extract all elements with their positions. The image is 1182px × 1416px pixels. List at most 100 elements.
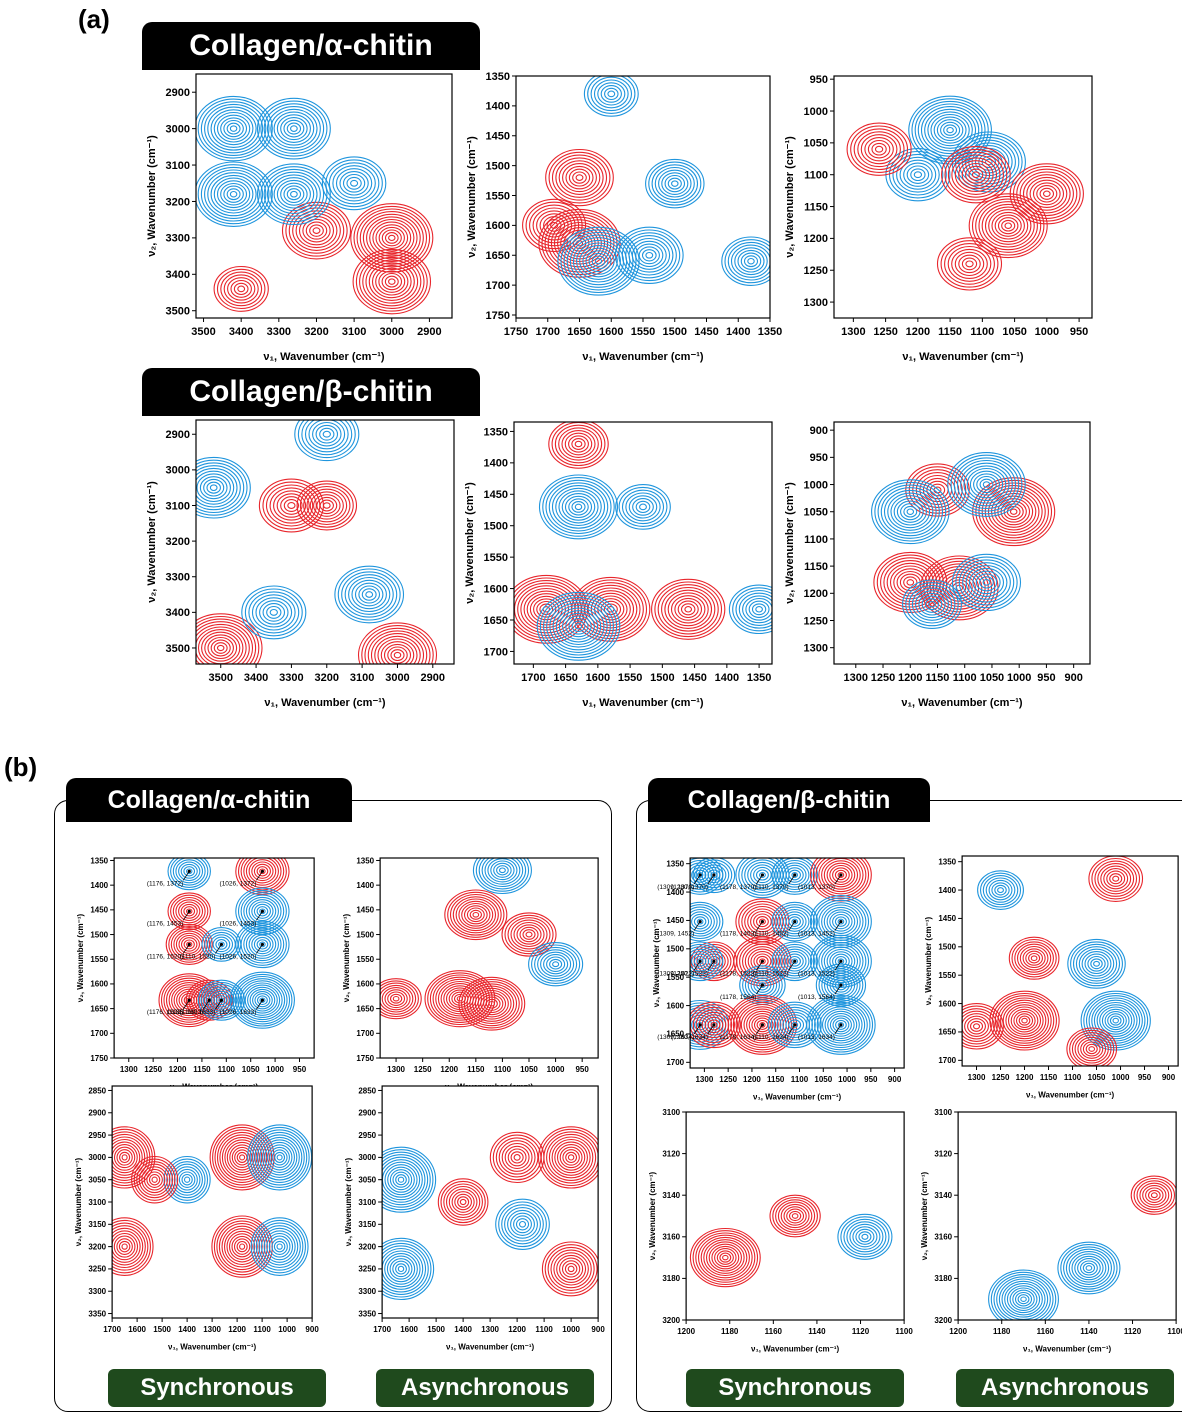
contour-line	[542, 477, 615, 537]
contour-line	[713, 1248, 737, 1268]
contour-line	[1018, 1015, 1031, 1026]
contour-line	[918, 592, 946, 616]
y-tick-label: 3160	[934, 1233, 952, 1242]
contour-line	[567, 1265, 575, 1273]
contour-line	[356, 208, 428, 268]
y-tick-label: 1400	[938, 886, 956, 895]
contour-line	[146, 1171, 163, 1188]
contour-line	[518, 1220, 526, 1228]
contour-line	[379, 984, 414, 1013]
contour-line	[544, 1244, 598, 1294]
contour-line	[254, 1131, 305, 1183]
contour-line	[969, 1020, 983, 1032]
contour-line	[831, 913, 850, 930]
plot-frame	[513, 421, 773, 665]
contour-line	[301, 420, 353, 456]
contour-line	[1078, 948, 1115, 979]
contour-line	[234, 975, 290, 1025]
contour-line	[451, 1191, 475, 1213]
y-tick-label: 1550	[356, 955, 374, 964]
x-tick-label: 1200	[949, 1327, 967, 1336]
contour-line	[437, 1178, 489, 1226]
contour-line	[621, 232, 677, 279]
contour-line	[966, 1018, 986, 1035]
contour-line	[971, 195, 1045, 256]
contour-line	[498, 1201, 547, 1248]
contour-line	[196, 467, 238, 508]
contour-line	[693, 916, 707, 927]
contour-line	[906, 508, 915, 515]
x-tick-label: 900	[305, 1325, 319, 1334]
contour-line	[958, 160, 994, 190]
x-tick-label: 3000	[385, 672, 409, 684]
contour-line	[585, 250, 612, 273]
plot-frame	[957, 1111, 1177, 1321]
contour-line	[312, 421, 342, 447]
y-tick-label: 3300	[166, 233, 190, 245]
contour-line	[975, 573, 998, 592]
contour-line	[703, 1239, 748, 1277]
contour-line	[748, 1013, 777, 1037]
x-tick-label: 1100	[970, 326, 994, 338]
contour-line	[466, 983, 517, 1025]
contour-line	[979, 478, 994, 491]
contour-line	[181, 1173, 193, 1186]
contour-line	[936, 237, 1003, 291]
contour-line	[306, 488, 348, 523]
peak-annotation: (1178, 1634)	[720, 1034, 756, 1041]
contour-line	[972, 1023, 980, 1030]
contour-line	[940, 240, 999, 288]
contour-line	[536, 949, 575, 980]
y-tick-label: 1500	[938, 943, 956, 952]
contour-line	[276, 114, 311, 143]
contour-line	[906, 579, 915, 586]
x-tick-label: 900	[591, 1325, 605, 1334]
contour-line	[735, 589, 772, 629]
contour-line	[981, 203, 1035, 248]
contour-line	[276, 493, 307, 518]
plot-area	[381, 1086, 598, 1318]
contour-line	[243, 858, 282, 889]
annotation-arrow	[255, 944, 263, 954]
contour-line	[749, 864, 775, 886]
contour-line	[1109, 1015, 1122, 1026]
x-tick-label: 1100	[1064, 1073, 1082, 1082]
contour-line	[243, 927, 282, 962]
x-tick-label: 1150	[467, 1065, 485, 1074]
contour-line	[551, 154, 608, 201]
contour-line	[246, 986, 278, 1014]
contour-line	[571, 438, 586, 450]
x-tick-label: 1050	[814, 1075, 832, 1084]
contour-line	[322, 502, 331, 509]
contour-plot-b7: 1200 1180 1160 1140 1120 1100 3100 3120 3140 3160…	[648, 1108, 913, 1354]
contour-line	[1036, 185, 1058, 203]
contour-line	[233, 1238, 251, 1255]
contour-line	[701, 864, 727, 886]
contour-line	[172, 858, 206, 886]
x-tick-label: 1450	[694, 326, 718, 338]
contour-line	[381, 1242, 429, 1295]
contour-line	[205, 986, 238, 1015]
annotation-arrow	[202, 1000, 210, 1010]
contour-line	[381, 1245, 426, 1293]
contour-line	[671, 180, 679, 187]
contour-line	[1039, 187, 1055, 200]
contour-line	[447, 891, 505, 938]
x-tick-label: 1000	[1111, 1073, 1129, 1082]
peak-marker	[793, 959, 797, 963]
contour-line	[266, 106, 321, 152]
contour-line	[271, 1238, 288, 1255]
contour-line	[392, 995, 400, 1002]
contour-line	[200, 166, 267, 222]
y-tick-label: 3000	[166, 123, 190, 135]
contour-line	[269, 608, 278, 616]
contour-line	[958, 559, 1015, 606]
contour-line	[583, 76, 639, 117]
y-tick-label: 3300	[166, 572, 190, 584]
peak-annotation: (1110, 1522)	[753, 970, 789, 977]
contour-line	[268, 1235, 291, 1258]
contour-line	[689, 1227, 761, 1288]
contour-line	[273, 1240, 286, 1253]
contour-line	[615, 484, 671, 530]
y-axis-label: ν₂, Wavenumber (cm⁻¹)	[920, 1171, 929, 1260]
